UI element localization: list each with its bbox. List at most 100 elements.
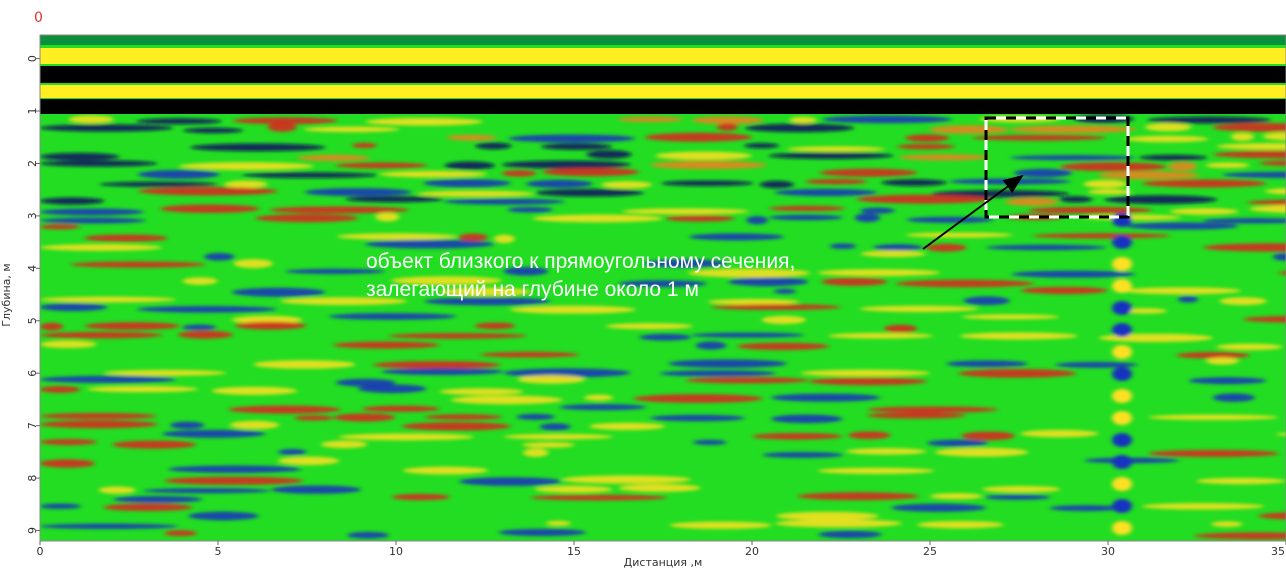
reflection: [297, 154, 370, 162]
reflection: [601, 181, 652, 189]
reflection: [98, 486, 136, 494]
reflection: [1212, 123, 1286, 132]
reflection: [112, 440, 196, 449]
reflection: [136, 118, 222, 125]
reflection: [232, 117, 338, 125]
reflection: [906, 216, 994, 223]
reflection: [177, 330, 233, 339]
reflection: [746, 216, 768, 225]
reflection: [242, 172, 378, 179]
reflection: [522, 448, 549, 457]
reflection: [439, 388, 524, 396]
reflection: [345, 196, 444, 203]
reflection: [40, 224, 80, 230]
reflection: [417, 190, 535, 197]
reflection: [800, 369, 930, 377]
reflection: [1211, 521, 1243, 527]
reflection: [507, 206, 553, 213]
reflection: [211, 386, 298, 395]
reflection: [771, 393, 881, 402]
reflection: [1219, 297, 1267, 306]
reflection: [1032, 233, 1171, 239]
reflection: [1216, 143, 1286, 150]
reflection: [1112, 367, 1132, 381]
reflection: [873, 244, 923, 251]
reflection: [1212, 393, 1255, 402]
reflection: [224, 180, 268, 189]
reflection: [650, 160, 767, 170]
reflection: [1144, 123, 1192, 132]
reflection: [1148, 449, 1280, 458]
reflection: [822, 115, 952, 124]
reflection: [859, 305, 979, 312]
reflection: [619, 280, 707, 288]
reflection: [661, 180, 754, 187]
reflection: [532, 214, 663, 223]
reflection: [895, 279, 1034, 288]
band: [40, 35, 1286, 45]
reflection: [498, 528, 587, 537]
reflection: [687, 268, 811, 278]
reflection: [808, 377, 927, 386]
reflection: [711, 304, 841, 310]
reflection: [373, 360, 501, 369]
reflection: [113, 495, 203, 503]
reflection: [584, 394, 614, 401]
reflection: [526, 179, 593, 188]
reflection: [1055, 361, 1138, 368]
reflection: [949, 178, 1071, 185]
reflection: [458, 233, 488, 242]
reflection: [365, 117, 483, 126]
reflection: [103, 503, 193, 512]
reflection: [958, 369, 1077, 378]
reflection: [68, 115, 114, 124]
x-axis-label: Дистанция ,м: [624, 556, 703, 569]
reflection: [1112, 499, 1132, 513]
x-tick-label: 35: [1271, 545, 1285, 558]
reflection: [797, 492, 919, 501]
reflection: [424, 297, 551, 306]
x-tick-label: 20: [745, 545, 759, 558]
reflection: [335, 162, 428, 169]
reflection: [1177, 295, 1199, 303]
reflection: [40, 413, 157, 420]
corner-label: 0: [34, 10, 43, 26]
reflection: [665, 215, 735, 222]
reflection: [1202, 218, 1286, 224]
reflection: [190, 143, 326, 152]
reflection: [927, 439, 989, 447]
reflection: [1020, 286, 1108, 295]
reflection: [817, 269, 941, 277]
reflection: [1194, 532, 1286, 540]
reflection: [897, 143, 955, 150]
reflection: [379, 170, 488, 178]
highlight-box: [984, 116, 1130, 219]
reflection: [1216, 343, 1283, 351]
reflection: [762, 452, 843, 458]
reflection: [303, 126, 400, 133]
reflection: [986, 244, 1107, 251]
reflection: [40, 340, 97, 349]
reflection: [233, 259, 273, 269]
reflection: [644, 259, 727, 268]
reflection: [856, 194, 992, 204]
reflection: [503, 266, 549, 276]
reflection: [961, 431, 1015, 441]
reflection: [1169, 208, 1239, 215]
axes: 0 5 10 15 20 25 30 35 0 1 2 3 4 5 6 7 8 9: [26, 55, 1286, 558]
reflection: [182, 277, 218, 285]
reflection: [1087, 189, 1132, 195]
reflection: [440, 287, 531, 297]
x-tick-label: 25: [923, 545, 937, 558]
reflection: [40, 217, 146, 224]
reflection: [1104, 195, 1218, 204]
reflection: [401, 422, 511, 431]
reflection: [1060, 162, 1167, 172]
reflection: [930, 493, 983, 500]
reflection: [1112, 323, 1132, 337]
reflection: [1011, 270, 1136, 278]
reflection: [1147, 116, 1272, 124]
reflection: [1112, 433, 1132, 447]
reflection: [535, 188, 644, 197]
